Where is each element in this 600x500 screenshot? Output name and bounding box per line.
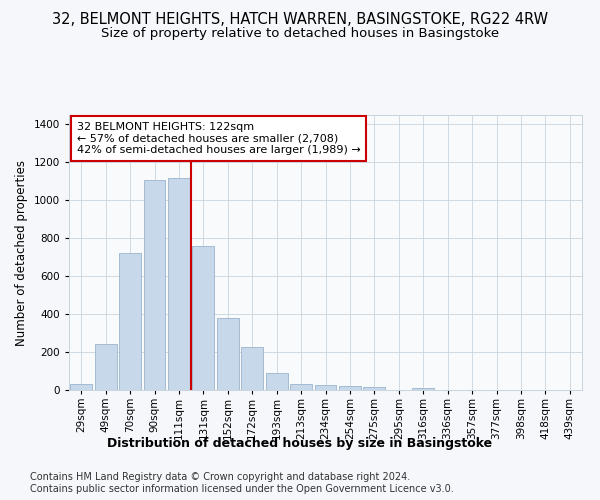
Bar: [217, 318, 239, 390]
Bar: [143, 180, 166, 390]
Bar: [70, 384, 92, 390]
Text: Distribution of detached houses by size in Basingstoke: Distribution of detached houses by size …: [107, 438, 493, 450]
Bar: [266, 373, 287, 390]
Text: Size of property relative to detached houses in Basingstoke: Size of property relative to detached ho…: [101, 26, 499, 40]
Bar: [119, 252, 141, 390]
Bar: [290, 384, 312, 390]
Bar: [193, 246, 214, 390]
Bar: [241, 347, 263, 390]
Y-axis label: Number of detached properties: Number of detached properties: [15, 160, 28, 346]
Text: Contains HM Land Registry data © Crown copyright and database right 2024.
Contai: Contains HM Land Registry data © Crown c…: [30, 472, 454, 494]
Bar: [339, 386, 361, 390]
Bar: [168, 178, 190, 390]
Text: 32, BELMONT HEIGHTS, HATCH WARREN, BASINGSTOKE, RG22 4RW: 32, BELMONT HEIGHTS, HATCH WARREN, BASIN…: [52, 12, 548, 28]
Bar: [364, 387, 385, 390]
Bar: [314, 386, 337, 390]
Bar: [412, 388, 434, 390]
Text: 32 BELMONT HEIGHTS: 122sqm
← 57% of detached houses are smaller (2,708)
42% of s: 32 BELMONT HEIGHTS: 122sqm ← 57% of deta…: [77, 122, 361, 155]
Bar: [95, 344, 116, 390]
